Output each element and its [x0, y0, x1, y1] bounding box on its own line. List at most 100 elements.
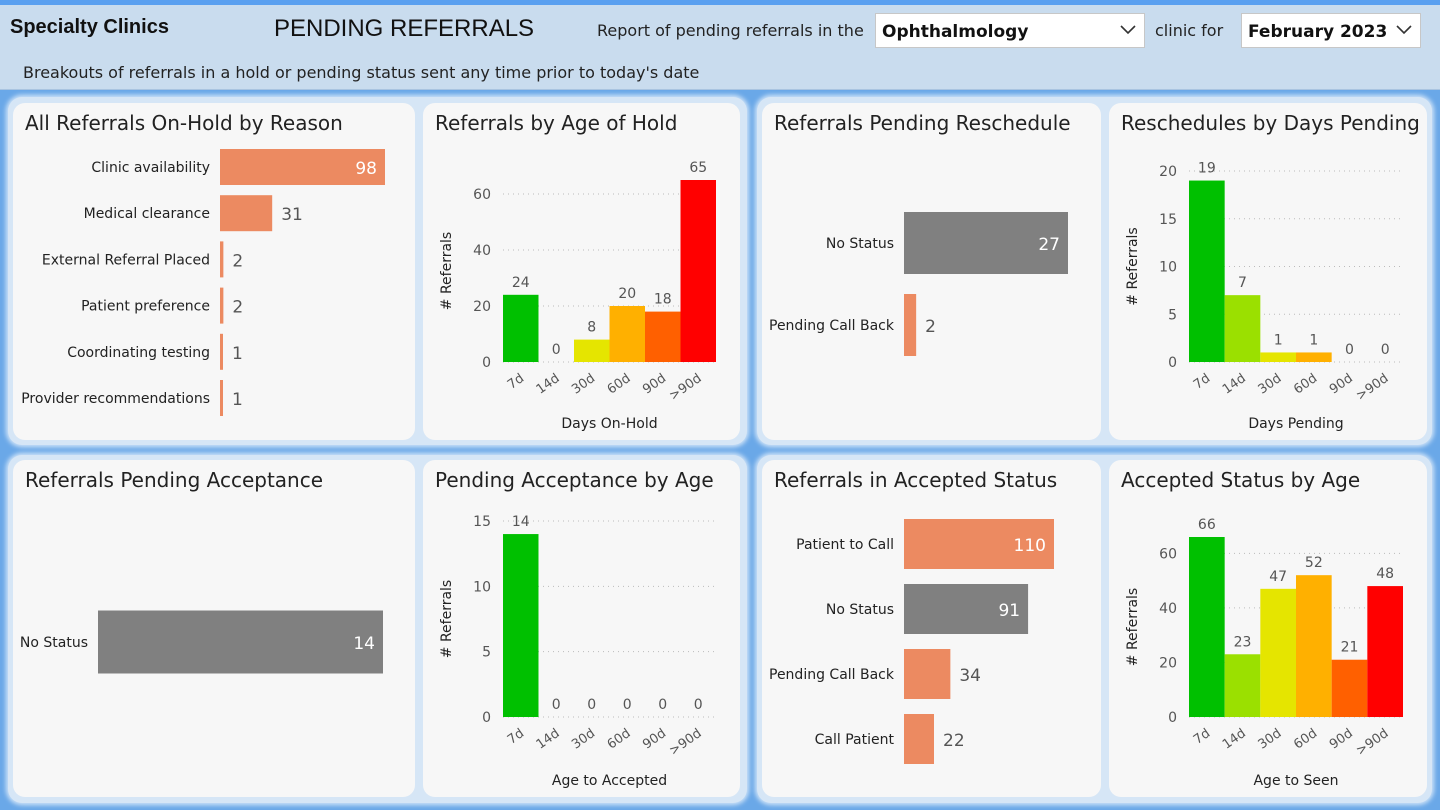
bar — [1260, 352, 1296, 362]
x-tick-label: 7d — [505, 371, 527, 393]
y-tick-label: 15 — [473, 514, 491, 530]
card-title: Accepted Status by Age — [1121, 468, 1361, 492]
y-tick-label: 60 — [473, 187, 491, 203]
category-label: Clinic availability — [91, 160, 210, 176]
data-label: 24 — [512, 275, 530, 291]
bar — [220, 241, 224, 278]
y-tick-label: 15 — [1159, 212, 1177, 228]
y-axis-title: # Referrals — [1125, 588, 1141, 666]
category-label: Coordinating testing — [67, 345, 210, 361]
card-title: Referrals in Accepted Status — [774, 468, 1058, 492]
y-tick-label: 0 — [482, 355, 491, 371]
data-label: 1 — [1274, 332, 1283, 348]
card-title: Reschedules by Days Pending — [1121, 111, 1420, 135]
x-tick-label: 30d — [569, 726, 598, 753]
category-label: Pending Call Back — [769, 667, 895, 683]
bar — [904, 212, 1068, 274]
y-tick-label: 0 — [1168, 710, 1177, 726]
report-mid-label: clinic for — [1155, 21, 1224, 40]
y-axis-title: # Referrals — [439, 232, 455, 310]
data-label: 23 — [1234, 634, 1252, 650]
data-label: 110 — [1014, 536, 1046, 556]
header: Specialty Clinics PENDING REFERRALS Brea… — [0, 5, 1440, 90]
data-label: 8 — [587, 320, 596, 336]
bar — [220, 380, 223, 416]
x-axis-title: Days On-Hold — [561, 416, 657, 432]
category-label: External Referral Placed — [42, 252, 210, 268]
card-title: Referrals Pending Reschedule — [774, 111, 1071, 135]
category-label: No Status — [826, 236, 894, 252]
x-tick-label: 90d — [1327, 726, 1356, 753]
bar — [220, 195, 273, 232]
x-tick-label: 14d — [1220, 371, 1249, 398]
data-label: 2 — [925, 317, 936, 337]
bar — [503, 534, 539, 717]
x-tick-label: 14d — [534, 726, 563, 753]
card-pending-acceptance: Referrals Pending Acceptance No Status 14 — [13, 460, 415, 797]
data-label: 18 — [654, 292, 672, 308]
data-label: 7 — [1238, 275, 1247, 291]
data-label: 19 — [1198, 161, 1216, 177]
x-tick-label: 90d — [640, 726, 669, 753]
bar — [1224, 295, 1261, 362]
data-label: 0 — [552, 697, 561, 713]
data-label: 0 — [1381, 342, 1390, 358]
x-tick-label: 60d — [1291, 726, 1320, 753]
card-title: All Referrals On-Hold by Reason — [25, 111, 343, 135]
category-label: Patient preference — [81, 299, 210, 315]
bar — [1296, 352, 1332, 362]
data-label: 0 — [694, 697, 703, 713]
y-tick-label: 40 — [1159, 601, 1177, 617]
data-label: 20 — [618, 286, 636, 302]
bar — [1331, 659, 1368, 717]
x-tick-label: 90d — [1327, 371, 1356, 398]
x-tick-label: 7d — [1191, 371, 1213, 393]
bar — [904, 714, 934, 764]
x-tick-label: 14d — [1220, 726, 1249, 753]
bar — [680, 180, 716, 362]
data-label: 0 — [658, 697, 667, 713]
data-label: 0 — [623, 697, 632, 713]
category-label: No Status — [20, 635, 88, 651]
y-tick-label: 5 — [482, 645, 491, 661]
month-dropdown[interactable]: February 2023 — [1241, 13, 1421, 48]
on-hold-reason-chart: Clinic availability 98 Medical clearance 31… — [21, 149, 385, 416]
card-age-of-hold: Referrals by Age of Hold 0 20 40 60 24 7d 0 14d… — [423, 103, 740, 440]
x-tick-label: >90d — [1354, 371, 1392, 404]
bar — [574, 339, 610, 362]
data-label: 22 — [943, 731, 965, 751]
bar — [503, 294, 539, 362]
y-tick-label: 5 — [1168, 307, 1177, 323]
report-prefix-label: Report of pending referrals in the — [597, 21, 864, 40]
card-on-hold-by-reason: All Referrals On-Hold by Reason Clinic a… — [13, 103, 415, 440]
y-tick-label: 10 — [473, 579, 491, 595]
top-accent-bar — [0, 0, 1440, 5]
data-label: 34 — [959, 666, 981, 686]
chevron-down-icon — [1120, 25, 1136, 35]
x-tick-label: >90d — [667, 371, 705, 404]
data-label: 14 — [353, 634, 375, 654]
x-tick-label: 14d — [534, 371, 563, 398]
card-accepted-status: Referrals in Accepted Status Patient to … — [762, 460, 1101, 797]
data-label: 98 — [355, 159, 377, 179]
y-tick-label: 20 — [1159, 164, 1177, 180]
page-title: PENDING REFERRALS — [274, 15, 535, 42]
x-tick-label: 60d — [605, 726, 634, 753]
bar — [98, 610, 383, 674]
bar — [1189, 537, 1225, 717]
data-label: 1 — [1309, 332, 1318, 348]
accepted-status-chart: Patient to Call 110 No Status 91 Pending Cal… — [769, 519, 1054, 764]
data-label: 14 — [512, 514, 530, 530]
x-tick-label: 7d — [1191, 726, 1213, 748]
y-axis-title: # Referrals — [439, 580, 455, 658]
data-label: 1 — [232, 390, 243, 410]
bar — [609, 306, 645, 362]
data-label: 27 — [1038, 235, 1060, 255]
x-tick-label: 90d — [640, 371, 669, 398]
clinic-dropdown[interactable]: Ophthalmology — [875, 13, 1145, 48]
bar — [904, 519, 1054, 569]
y-tick-label: 0 — [482, 710, 491, 726]
bar — [904, 649, 951, 699]
